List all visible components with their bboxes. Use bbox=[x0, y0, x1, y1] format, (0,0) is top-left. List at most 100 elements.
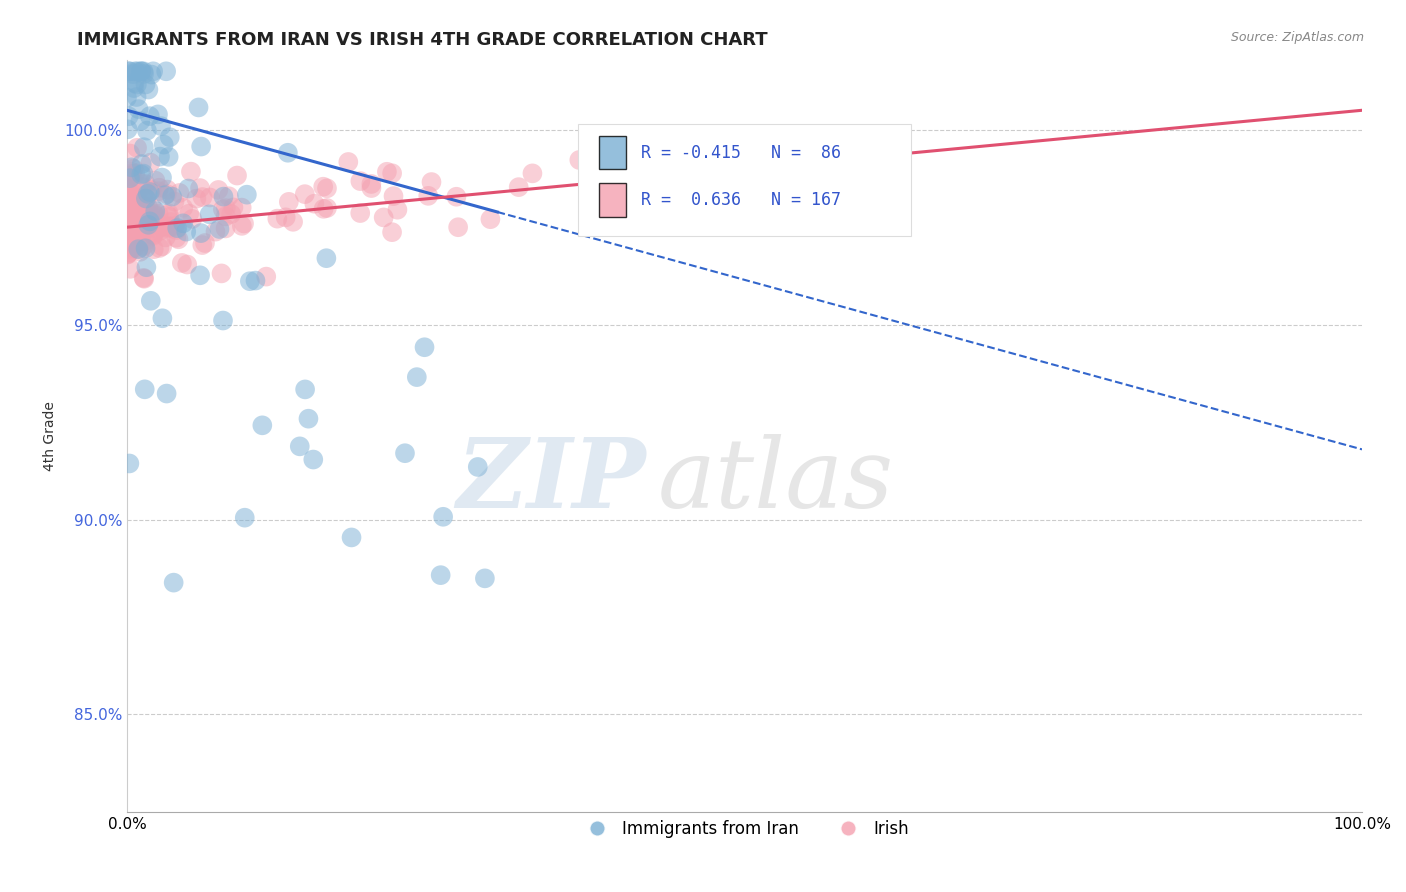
Point bbox=[142, 225, 165, 239]
Point bbox=[127, 211, 149, 226]
Point bbox=[139, 293, 162, 308]
Point bbox=[215, 201, 238, 215]
Point bbox=[191, 190, 214, 204]
Point bbox=[117, 178, 139, 192]
Point bbox=[145, 174, 167, 188]
Point bbox=[115, 91, 138, 105]
Point bbox=[136, 201, 159, 215]
Point bbox=[141, 68, 163, 82]
Point bbox=[413, 340, 436, 354]
Point bbox=[117, 247, 139, 261]
Point bbox=[135, 192, 157, 206]
Point bbox=[159, 130, 181, 145]
FancyBboxPatch shape bbox=[599, 183, 626, 217]
Point bbox=[312, 179, 335, 194]
Point bbox=[131, 203, 153, 218]
Point bbox=[124, 221, 146, 235]
Point bbox=[120, 161, 142, 175]
Point bbox=[150, 239, 173, 253]
Point bbox=[612, 178, 634, 193]
Point bbox=[138, 82, 160, 96]
Point bbox=[125, 78, 148, 92]
Point bbox=[479, 212, 502, 227]
Point bbox=[132, 167, 155, 181]
Point bbox=[117, 109, 139, 123]
Point bbox=[373, 211, 395, 225]
Point bbox=[135, 233, 157, 247]
Point bbox=[212, 189, 235, 203]
Point bbox=[124, 218, 146, 232]
Point bbox=[381, 225, 404, 239]
Point bbox=[170, 256, 193, 270]
Point bbox=[118, 457, 141, 471]
Point bbox=[142, 228, 165, 243]
Point bbox=[135, 260, 157, 275]
Point bbox=[150, 170, 173, 185]
Point bbox=[156, 186, 179, 201]
Point bbox=[142, 242, 165, 256]
Point bbox=[155, 64, 177, 78]
Point bbox=[277, 194, 299, 209]
Point bbox=[172, 216, 194, 230]
Point bbox=[420, 175, 443, 189]
Point bbox=[149, 150, 172, 164]
Point bbox=[191, 238, 214, 252]
Point bbox=[122, 235, 145, 250]
Point bbox=[226, 169, 249, 183]
Point bbox=[134, 271, 156, 285]
Point bbox=[163, 194, 186, 209]
Point bbox=[447, 220, 470, 235]
Point bbox=[139, 185, 162, 199]
Point bbox=[360, 177, 382, 191]
Text: atlas: atlas bbox=[658, 434, 894, 528]
Point bbox=[142, 64, 165, 78]
Point bbox=[252, 418, 274, 433]
Point bbox=[156, 183, 179, 197]
Point bbox=[134, 211, 156, 225]
Point bbox=[118, 171, 141, 186]
Point bbox=[131, 64, 153, 78]
Point bbox=[214, 210, 236, 224]
Point bbox=[120, 261, 142, 276]
Point bbox=[432, 509, 454, 524]
Point bbox=[266, 211, 288, 226]
Point bbox=[150, 311, 173, 326]
Point bbox=[159, 210, 181, 224]
Point bbox=[152, 137, 174, 152]
Point bbox=[198, 207, 221, 221]
Point bbox=[118, 194, 141, 209]
Point bbox=[132, 271, 155, 285]
Point bbox=[212, 202, 235, 217]
Point bbox=[568, 153, 591, 167]
Point bbox=[429, 568, 451, 582]
Point bbox=[136, 218, 159, 232]
Point bbox=[157, 219, 180, 234]
Point bbox=[375, 165, 398, 179]
Point bbox=[155, 230, 177, 244]
Point bbox=[124, 64, 146, 78]
Point bbox=[129, 64, 152, 78]
Point bbox=[233, 217, 256, 231]
Point bbox=[297, 411, 319, 425]
Point bbox=[125, 90, 148, 104]
Point bbox=[176, 258, 198, 272]
FancyBboxPatch shape bbox=[599, 136, 626, 169]
Point bbox=[128, 102, 150, 116]
Point bbox=[165, 223, 187, 237]
Point bbox=[165, 230, 187, 244]
Point bbox=[254, 269, 277, 284]
Point bbox=[315, 251, 337, 265]
Point bbox=[135, 192, 157, 206]
Point bbox=[129, 168, 152, 182]
Point bbox=[132, 238, 155, 252]
Point bbox=[181, 211, 204, 226]
Point bbox=[121, 210, 143, 224]
Point bbox=[160, 189, 183, 203]
Point bbox=[218, 189, 240, 203]
Point bbox=[179, 207, 201, 221]
Point bbox=[302, 452, 325, 467]
Point bbox=[148, 241, 170, 255]
Point bbox=[522, 166, 544, 180]
Point bbox=[211, 267, 233, 281]
Point bbox=[381, 166, 404, 180]
